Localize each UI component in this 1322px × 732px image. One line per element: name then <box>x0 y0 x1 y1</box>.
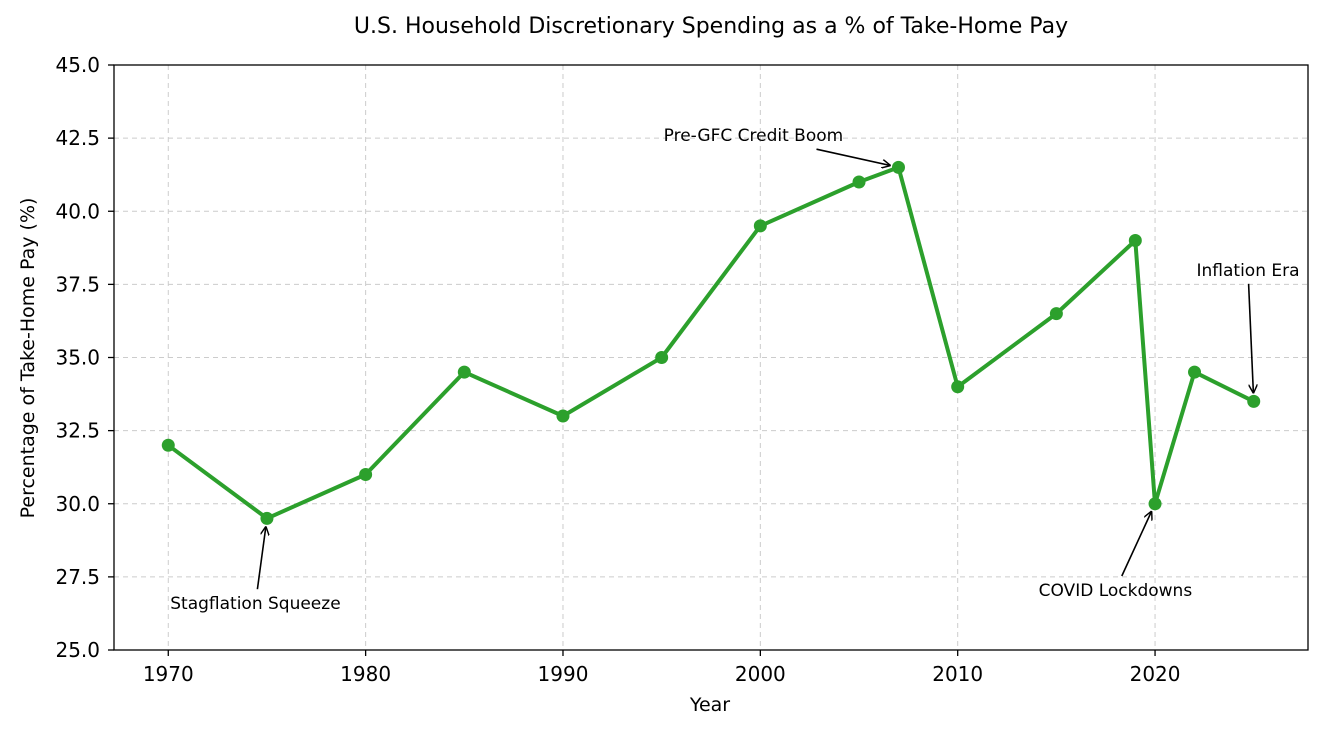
data-point <box>359 468 373 481</box>
data-point <box>852 175 866 189</box>
data-point <box>556 409 570 423</box>
y-tick-label: 40.0 <box>55 199 100 223</box>
x-tick-label: 2000 <box>735 662 786 686</box>
x-axis-label: Year <box>689 694 730 716</box>
x-tick-label: 2020 <box>1130 662 1181 686</box>
data-point <box>753 219 767 233</box>
y-tick-label: 27.5 <box>55 565 100 589</box>
data-point <box>1049 307 1063 321</box>
data-point <box>1247 394 1261 408</box>
x-tick-label: 2010 <box>932 662 983 686</box>
y-tick-label: 45.0 <box>55 53 100 77</box>
data-point <box>891 160 905 174</box>
x-tick-label: 1990 <box>538 662 589 686</box>
annotation-arrow <box>1247 283 1254 394</box>
data-points <box>161 160 1261 525</box>
axis-ticks: 1970 1980 1990 2000 2010 2020 25.0 27.5 30.0 32.5… <box>55 53 1180 686</box>
data-point <box>1148 497 1162 511</box>
annotation-arrow <box>1121 511 1152 577</box>
chart-title: U.S. Household Discretionary Spending as… <box>354 14 1068 39</box>
data-point <box>260 511 274 525</box>
y-tick-label: 42.5 <box>55 126 100 150</box>
annotation-label: Stagflation Squeeze <box>170 594 340 614</box>
data-point <box>1128 234 1142 247</box>
series-line <box>166 165 1256 521</box>
annotation-arrow <box>816 148 891 165</box>
x-tick-label: 1970 <box>143 662 194 686</box>
annotation-label: Inflation Era <box>1196 261 1299 281</box>
y-tick-label: 25.0 <box>55 638 100 662</box>
y-tick-label: 35.0 <box>55 346 100 370</box>
y-axis-label: Percentage of Take-Home Pay (%) <box>17 198 39 519</box>
annotations: Stagflation Squeeze Pre-GFC Credit Boom CO… <box>170 126 1299 614</box>
data-point <box>1188 365 1202 379</box>
annotation-label: Pre-GFC Credit Boom <box>664 126 844 146</box>
data-point <box>655 351 669 364</box>
data-point <box>457 365 471 379</box>
x-tick-label: 1980 <box>340 662 391 686</box>
y-tick-label: 30.0 <box>55 492 100 516</box>
y-tick-label: 32.5 <box>55 419 100 443</box>
series-line-layer <box>166 165 1256 521</box>
y-tick-label: 37.5 <box>55 272 100 296</box>
annotation-label: COVID Lockdowns <box>1039 581 1193 601</box>
annotation-arrow <box>256 526 266 590</box>
data-point <box>161 438 175 452</box>
data-point <box>951 380 965 394</box>
